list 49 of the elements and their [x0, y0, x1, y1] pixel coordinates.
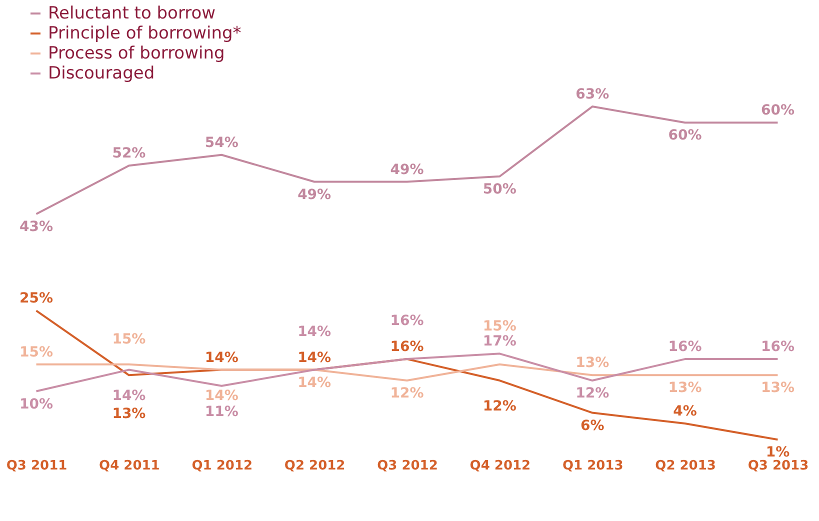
- legend-label: Principle of borrowing*: [48, 24, 242, 44]
- data-label: 11%: [204, 404, 238, 420]
- data-label: 49%: [390, 162, 424, 178]
- data-label: 16%: [760, 339, 794, 356]
- data-label: 15%: [482, 318, 516, 334]
- data-label: 16%: [668, 339, 702, 356]
- data-label: 25%: [20, 290, 54, 307]
- legend-label: Discouraged: [48, 64, 155, 84]
- data-label: 60%: [668, 128, 702, 144]
- x-tick-label: Q1 2013: [562, 458, 624, 474]
- data-label: 17%: [482, 334, 516, 350]
- data-label: 63%: [576, 86, 610, 103]
- data-label: 16%: [390, 313, 424, 330]
- data-label: 13%: [760, 380, 794, 396]
- data-label: 13%: [112, 406, 146, 422]
- data-label: 14%: [204, 388, 238, 404]
- data-label: 6%: [580, 418, 604, 434]
- data-label: 14%: [298, 350, 332, 366]
- x-tick-label: Q1 2012: [192, 458, 253, 474]
- data-label: 43%: [20, 218, 54, 235]
- x-tick-label: Q4 2011: [99, 458, 160, 474]
- data-label: 12%: [482, 398, 516, 415]
- data-label: 4%: [673, 404, 697, 420]
- data-label: 12%: [390, 386, 424, 402]
- x-tick-label: Q3 2011: [6, 458, 68, 474]
- x-tick-label: Q3 2013: [748, 458, 809, 474]
- x-tick-label: Q3 2012: [377, 458, 438, 474]
- data-label: 1%: [766, 444, 790, 461]
- data-label: 49%: [298, 186, 332, 203]
- legend-label: Process of borrowing: [48, 44, 225, 64]
- data-label: 54%: [204, 134, 238, 151]
- data-label: 14%: [112, 388, 146, 404]
- x-tick-label: Q4 2012: [470, 458, 531, 474]
- x-tick-label: Q2 2012: [284, 458, 346, 474]
- legend-label: Reluctant to borrow: [48, 4, 216, 24]
- data-label: 13%: [668, 380, 702, 396]
- data-label: 13%: [576, 355, 610, 372]
- data-label: 15%: [112, 331, 146, 348]
- data-label: 52%: [112, 146, 146, 162]
- data-label: 10%: [20, 396, 54, 412]
- data-label: 14%: [298, 324, 332, 340]
- data-label: 12%: [576, 386, 610, 402]
- data-label: 14%: [204, 350, 238, 366]
- data-label: 16%: [390, 339, 424, 356]
- data-label: 15%: [20, 344, 54, 360]
- data-label: 14%: [298, 374, 332, 391]
- x-tick-label: Q2 2013: [655, 458, 716, 474]
- data-label: 50%: [482, 181, 516, 198]
- data-label: 60%: [760, 102, 794, 119]
